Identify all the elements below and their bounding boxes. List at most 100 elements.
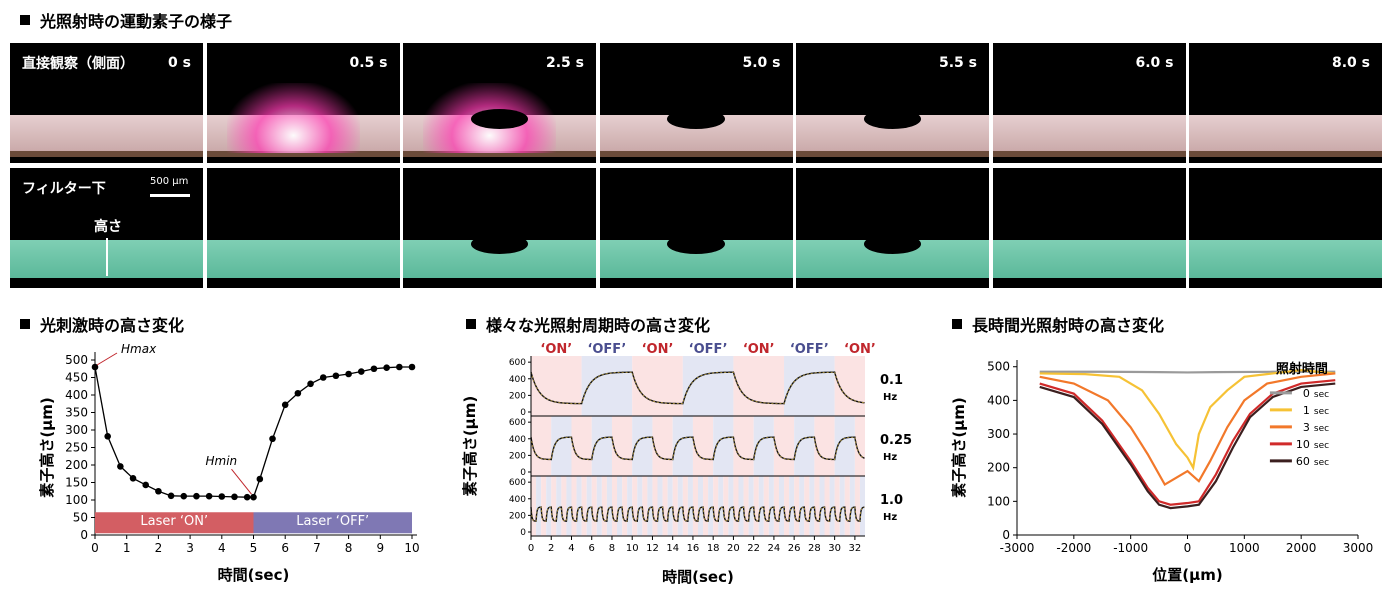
phase-stripe: [713, 476, 719, 536]
height-label: 高さ: [94, 219, 122, 235]
y-tick-label: 400: [509, 375, 526, 385]
surface-dip: [470, 109, 529, 129]
laser-glow: [226, 83, 360, 153]
material-band: [1189, 240, 1382, 278]
phase-stripe: [551, 416, 572, 476]
y-tick-label: 0: [520, 528, 526, 538]
laser-bar: [95, 512, 254, 534]
phase-stripe: [809, 476, 815, 536]
frequency-unit: Hz: [883, 392, 897, 403]
photo-frame: フィルター下 500 μm 高さ: [10, 168, 203, 288]
phase-stripe: [581, 356, 633, 416]
x-tick-label: 2: [548, 543, 554, 554]
frequency-label: 0.25: [880, 433, 912, 448]
phase-stripe: [591, 476, 597, 536]
x-tick-label: 1000: [1229, 541, 1260, 555]
phase-stripe: [692, 476, 698, 536]
phase-stripe: [733, 476, 739, 536]
laser-bar-label: Laser ‘ON’: [140, 514, 208, 529]
phase-stripe: [687, 476, 693, 536]
y-tick-label: 200: [509, 391, 526, 401]
y-tick-label: 600: [509, 358, 526, 368]
data-point: [129, 475, 137, 482]
phase-stripe: [672, 416, 693, 476]
profile-line: [1039, 370, 1336, 374]
y-tick-label: 500: [65, 353, 88, 367]
data-point: [269, 435, 276, 443]
phase-stripe: [859, 476, 865, 536]
period-chart: 02004006000.1Hz02004006000.25Hz020040060…: [461, 342, 912, 586]
scale-bar: [150, 194, 190, 197]
data-point: [357, 368, 365, 375]
photo-frame: 8.0 s: [1189, 43, 1382, 163]
phase-stripe: [794, 416, 815, 476]
phase-stripe: [637, 476, 643, 536]
material-band: [206, 240, 400, 278]
legend-entry: 60: [1296, 455, 1310, 468]
phase-stripe: [748, 476, 754, 536]
title-text: 長時間光照射時の高さ変化: [972, 316, 1165, 335]
y-tick-label: 400: [65, 388, 88, 402]
phase-stripe: [546, 476, 552, 536]
phase-stripe: [784, 476, 790, 536]
time-label: 5.0 s: [742, 55, 781, 71]
time-label: 0.5 s: [349, 55, 388, 71]
phase-stripe: [596, 476, 602, 536]
y-tick-label: 600: [509, 478, 526, 488]
substrate-strip: [599, 151, 793, 157]
data-point: [370, 365, 378, 373]
square-bullet-icon: [20, 15, 30, 25]
x-tick-label: 3: [186, 541, 194, 555]
x-axis-label: 時間(sec): [218, 566, 290, 584]
data-point: [281, 401, 289, 409]
photo-frame: 0.5 s: [206, 43, 400, 163]
x-tick-label: 16: [687, 543, 700, 554]
surface-dip: [470, 234, 529, 254]
legend-entry: 1: [1303, 404, 1310, 417]
x-tick-label: 10: [626, 543, 639, 554]
phase-stripe: [556, 476, 562, 536]
data-point: [250, 493, 257, 501]
material-band: [10, 115, 203, 153]
x-tick-label: 20: [727, 543, 740, 554]
phase-stripe: [662, 476, 668, 536]
frequency-label: 1.0: [880, 493, 903, 508]
waveform-overlay: [530, 436, 865, 460]
y-tick-label: 300: [987, 427, 1010, 441]
phase-stripe: [652, 476, 658, 536]
data-point: [180, 492, 188, 500]
phase-stripe: [829, 476, 835, 536]
phase-stripe: [773, 416, 795, 476]
photo-frame: [403, 168, 596, 288]
x-axis-label: 時間(sec): [662, 568, 734, 586]
time-label: 6.0 s: [1135, 55, 1174, 71]
x-tick-label: 4: [218, 541, 226, 555]
x-tick-label: 1: [123, 541, 131, 555]
y-tick-label: 0: [80, 528, 88, 542]
data-point: [117, 463, 124, 470]
phase-stripe: [536, 476, 542, 536]
profile-line: [1039, 368, 1336, 471]
frequency-label: 0.1: [880, 373, 903, 388]
x-tick-label: -1000: [1113, 541, 1148, 555]
x-tick-label: 24: [768, 543, 781, 554]
phase-stripe: [627, 476, 633, 536]
phase-stripe: [819, 476, 825, 536]
phase-stripe: [657, 476, 663, 536]
phase-stripe: [743, 476, 749, 536]
time-label: 8.0 s: [1331, 55, 1370, 71]
surface-dip: [863, 109, 922, 129]
photo-frame: 5.5 s: [796, 43, 989, 163]
data-point: [294, 389, 302, 397]
phase-stripe: [773, 476, 779, 536]
on-off-label: ‘OFF’: [587, 342, 626, 357]
phase-stripe: [682, 356, 734, 416]
data-point: [167, 492, 175, 500]
phase-stripe: [799, 476, 805, 536]
x-tick-label: 4: [568, 543, 574, 554]
photo-frame: [1189, 168, 1382, 288]
y-tick-label: 200: [509, 451, 526, 461]
profile-line: [1039, 379, 1336, 506]
y-tick-label: 150: [65, 476, 88, 490]
x-tick-label: 18: [707, 543, 720, 554]
